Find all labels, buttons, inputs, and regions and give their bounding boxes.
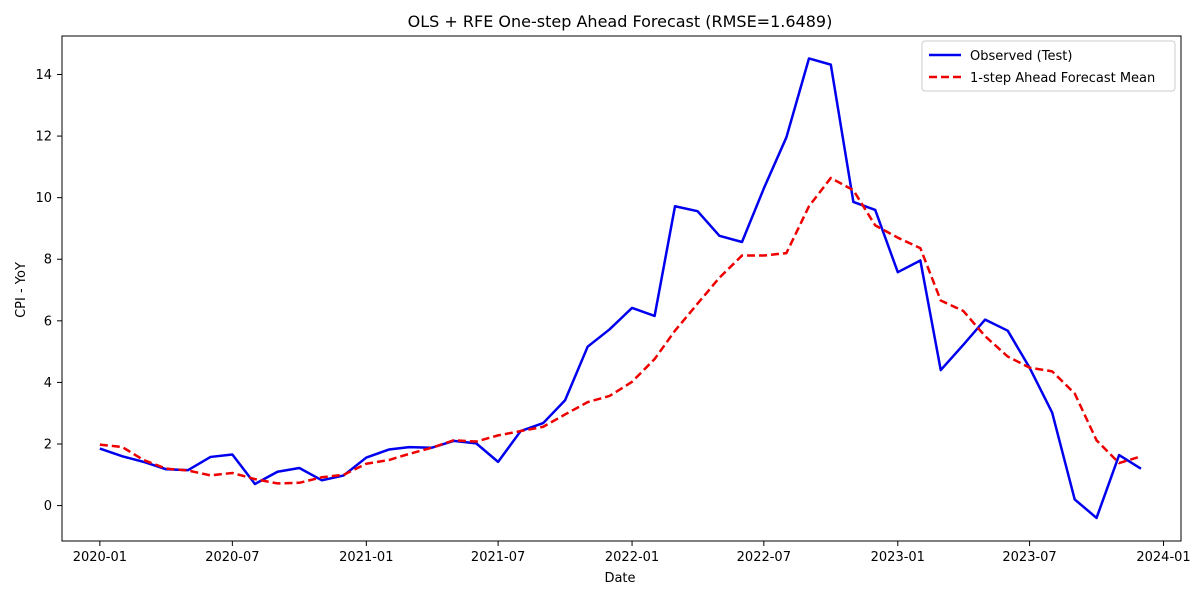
y-tick-label: 6 xyxy=(44,314,52,329)
y-tick-label: 10 xyxy=(35,191,52,206)
x-tick-label: 2023-07 xyxy=(1002,550,1056,565)
x-tick-label: 2021-01 xyxy=(339,550,393,565)
legend: Observed (Test) 1-step Ahead Forecast Me… xyxy=(921,40,1176,92)
y-axis: 0 2 4 6 8 10 12 14 xyxy=(35,68,62,514)
chart-title: OLS + RFE One-step Ahead Forecast (RMSE=… xyxy=(408,12,833,31)
x-tick-label: 2024-01 xyxy=(1136,550,1190,565)
x-tick-label: 2020-01 xyxy=(73,550,127,565)
x-tick-label: 2020-07 xyxy=(205,550,259,565)
legend-label-forecast: 1-step Ahead Forecast Mean xyxy=(970,71,1155,86)
x-tick-label: 2021-07 xyxy=(471,550,525,565)
y-tick-label: 4 xyxy=(44,376,52,391)
legend-label-observed: Observed (Test) xyxy=(970,49,1072,64)
x-tick-label: 2023-01 xyxy=(871,550,925,565)
x-axis: 2020-01 2020-07 2021-01 2021-07 2022-01 2022-… xyxy=(73,541,1191,565)
x-tick-label: 2022-01 xyxy=(605,550,659,565)
x-axis-label: Date xyxy=(604,571,635,586)
plot-frame xyxy=(61,35,1182,542)
y-axis-label: CPI - YoY xyxy=(14,262,29,318)
y-tick-label: 0 xyxy=(44,499,52,514)
y-tick-label: 12 xyxy=(35,130,52,145)
plot-lines xyxy=(99,57,1142,520)
legend-box xyxy=(921,40,1176,92)
y-tick-label: 14 xyxy=(35,68,52,83)
series-line-observed xyxy=(99,57,1142,520)
x-tick-label: 2022-07 xyxy=(737,550,791,565)
y-tick-label: 2 xyxy=(44,438,52,453)
y-tick-label: 8 xyxy=(44,253,52,268)
series-line-forecast xyxy=(99,176,1142,485)
